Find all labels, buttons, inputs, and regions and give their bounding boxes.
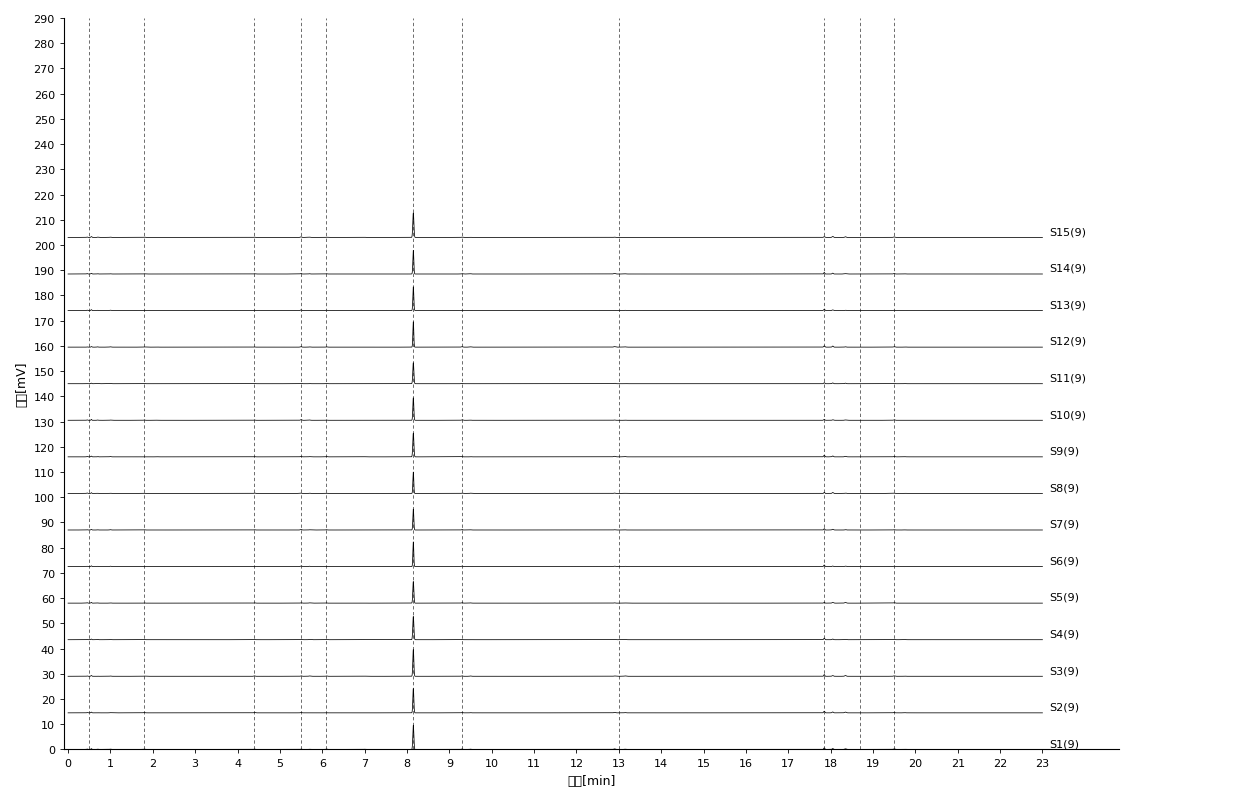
Text: S5(9): S5(9) [1048,592,1079,602]
X-axis label: 时间[min]: 时间[min] [567,774,616,787]
Text: S2(9): S2(9) [1048,702,1079,711]
Text: S11(9): S11(9) [1048,373,1085,383]
Text: S4(9): S4(9) [1048,629,1079,638]
Text: S1(9): S1(9) [1048,738,1079,748]
Text: S8(9): S8(9) [1048,483,1079,492]
Text: S14(9): S14(9) [1048,263,1085,273]
Text: S3(9): S3(9) [1048,665,1079,675]
Text: S6(9): S6(9) [1048,556,1079,565]
Text: S7(9): S7(9) [1048,519,1079,529]
Text: S12(9): S12(9) [1048,337,1085,346]
Text: S13(9): S13(9) [1048,300,1085,310]
Y-axis label: 信号[mV]: 信号[mV] [15,362,28,407]
Text: S9(9): S9(9) [1048,446,1079,456]
Text: S10(9): S10(9) [1048,410,1085,419]
Text: S15(9): S15(9) [1048,227,1085,237]
